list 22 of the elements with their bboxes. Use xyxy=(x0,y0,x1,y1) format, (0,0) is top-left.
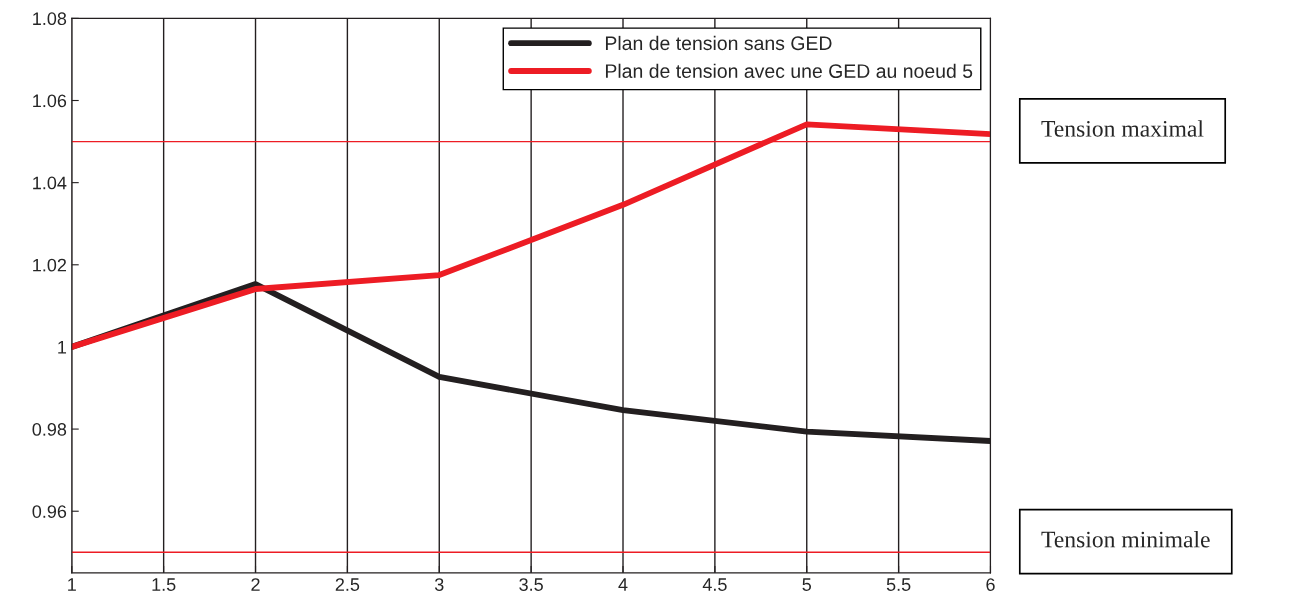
ref-line-label: Tension maximal xyxy=(1041,120,1204,137)
y-tick-label: 1.08 xyxy=(33,12,67,26)
y-tick-label: 1.06 xyxy=(33,94,67,108)
ref-line-label: Tension minimale xyxy=(1041,530,1210,548)
y-tick-label: 0.96 xyxy=(32,505,67,518)
x-tick-label: 1 xyxy=(68,578,76,591)
x-tick-label: 4.5 xyxy=(702,578,727,591)
legend-label: Plan de tension sans GED xyxy=(605,35,832,51)
x-tick-label: 6 xyxy=(986,578,995,591)
legend-label: Plan de tension avec une GED au noeud 5 xyxy=(605,63,973,78)
x-tick-label: 3 xyxy=(434,578,444,591)
x-tick-label: 4 xyxy=(618,578,628,591)
x-tick-label: 1.5 xyxy=(152,578,176,591)
x-tick-label: 5.5 xyxy=(886,578,911,591)
y-tick-label: 1.02 xyxy=(33,258,67,272)
x-tick-label: 2.5 xyxy=(335,578,360,591)
x-tick-label: 3.5 xyxy=(519,578,543,591)
y-tick-label: 1 xyxy=(58,341,67,354)
x-tick-label: 2 xyxy=(251,578,260,591)
y-tick-label: 1.04 xyxy=(33,176,67,190)
y-tick-label: 0.98 xyxy=(32,423,67,436)
x-tick-label: 5 xyxy=(802,578,812,591)
